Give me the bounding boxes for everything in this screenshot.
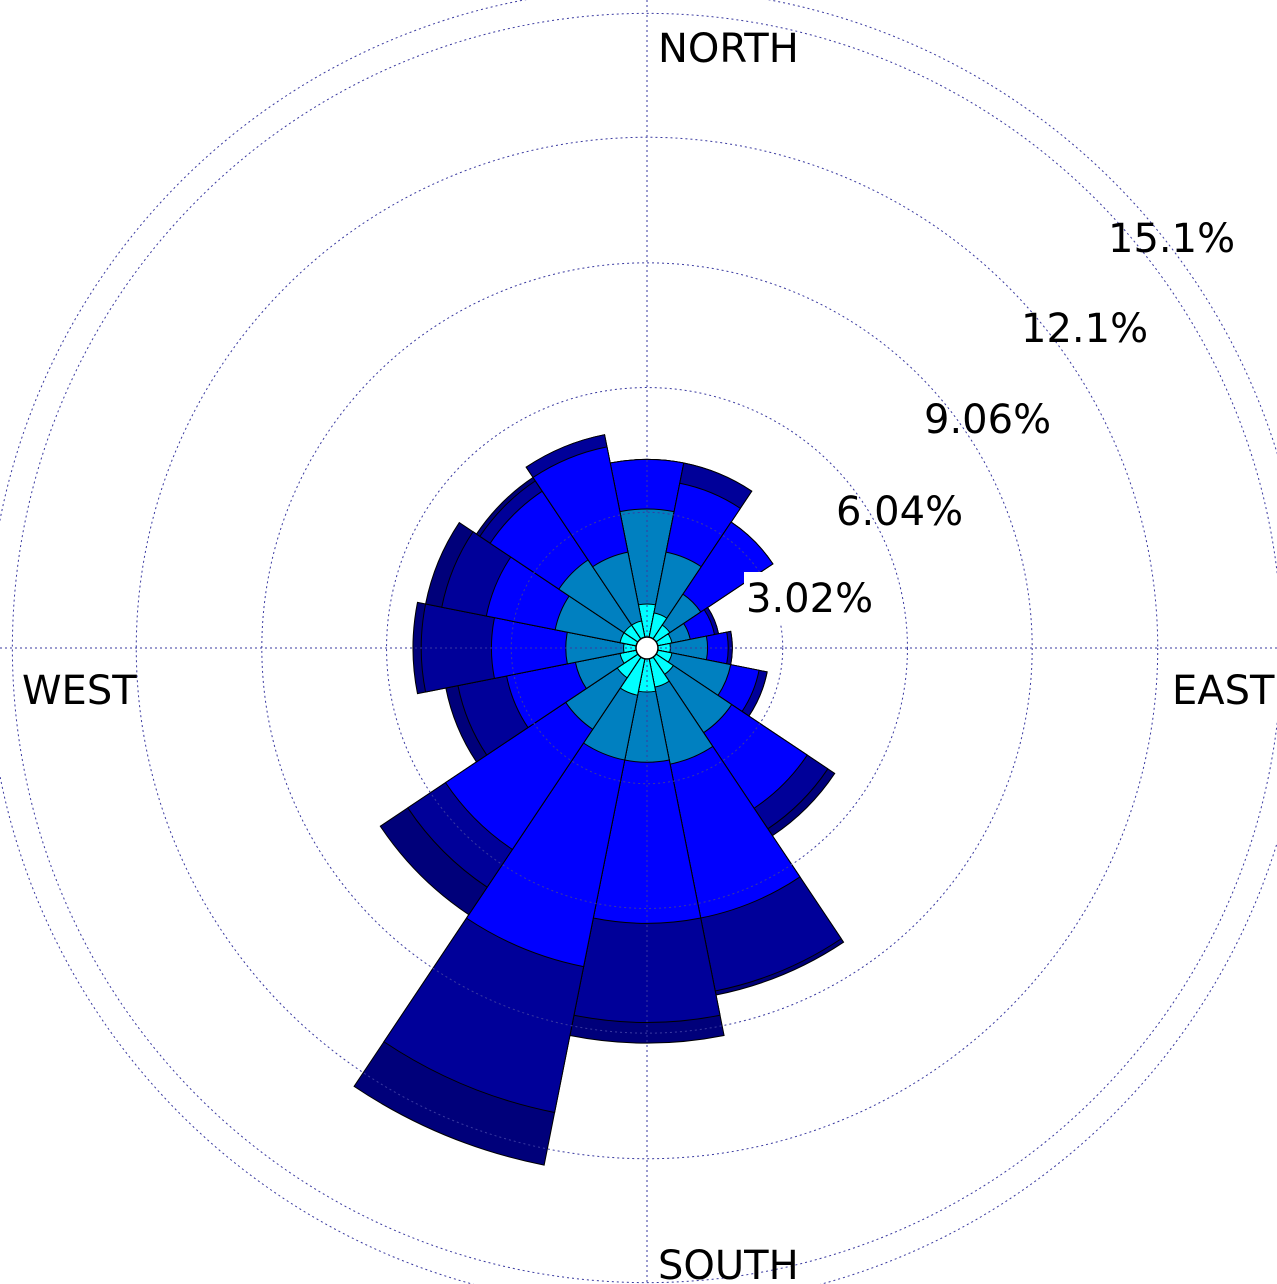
ring-label-background-1 (744, 572, 870, 624)
direction-label-north: NORTH (658, 26, 799, 72)
ring-label-2: 6.04% (836, 489, 963, 535)
direction-label-south: SOUTH (658, 1243, 799, 1284)
ring-label-5: 15.1% (1108, 216, 1235, 262)
direction-label-west: WEST (22, 668, 137, 714)
direction-label-east: EAST (1172, 668, 1275, 714)
grid-ring-3 (261, 262, 1033, 1034)
ring-labels: 3.02% 6.04% 9.06% 12.1% 15.1% (744, 216, 1235, 624)
ring-label-1: 3.02% (746, 576, 873, 622)
grid-ring-5 (12, 13, 1277, 1283)
ring-label-4: 12.1% (1021, 306, 1148, 352)
grid-ring-4 (135, 136, 1159, 1160)
ring-label-3: 9.06% (924, 397, 1051, 443)
center-hub (635, 636, 659, 660)
grid-ring-2 (386, 387, 908, 909)
rose-sectors (353, 434, 845, 1166)
